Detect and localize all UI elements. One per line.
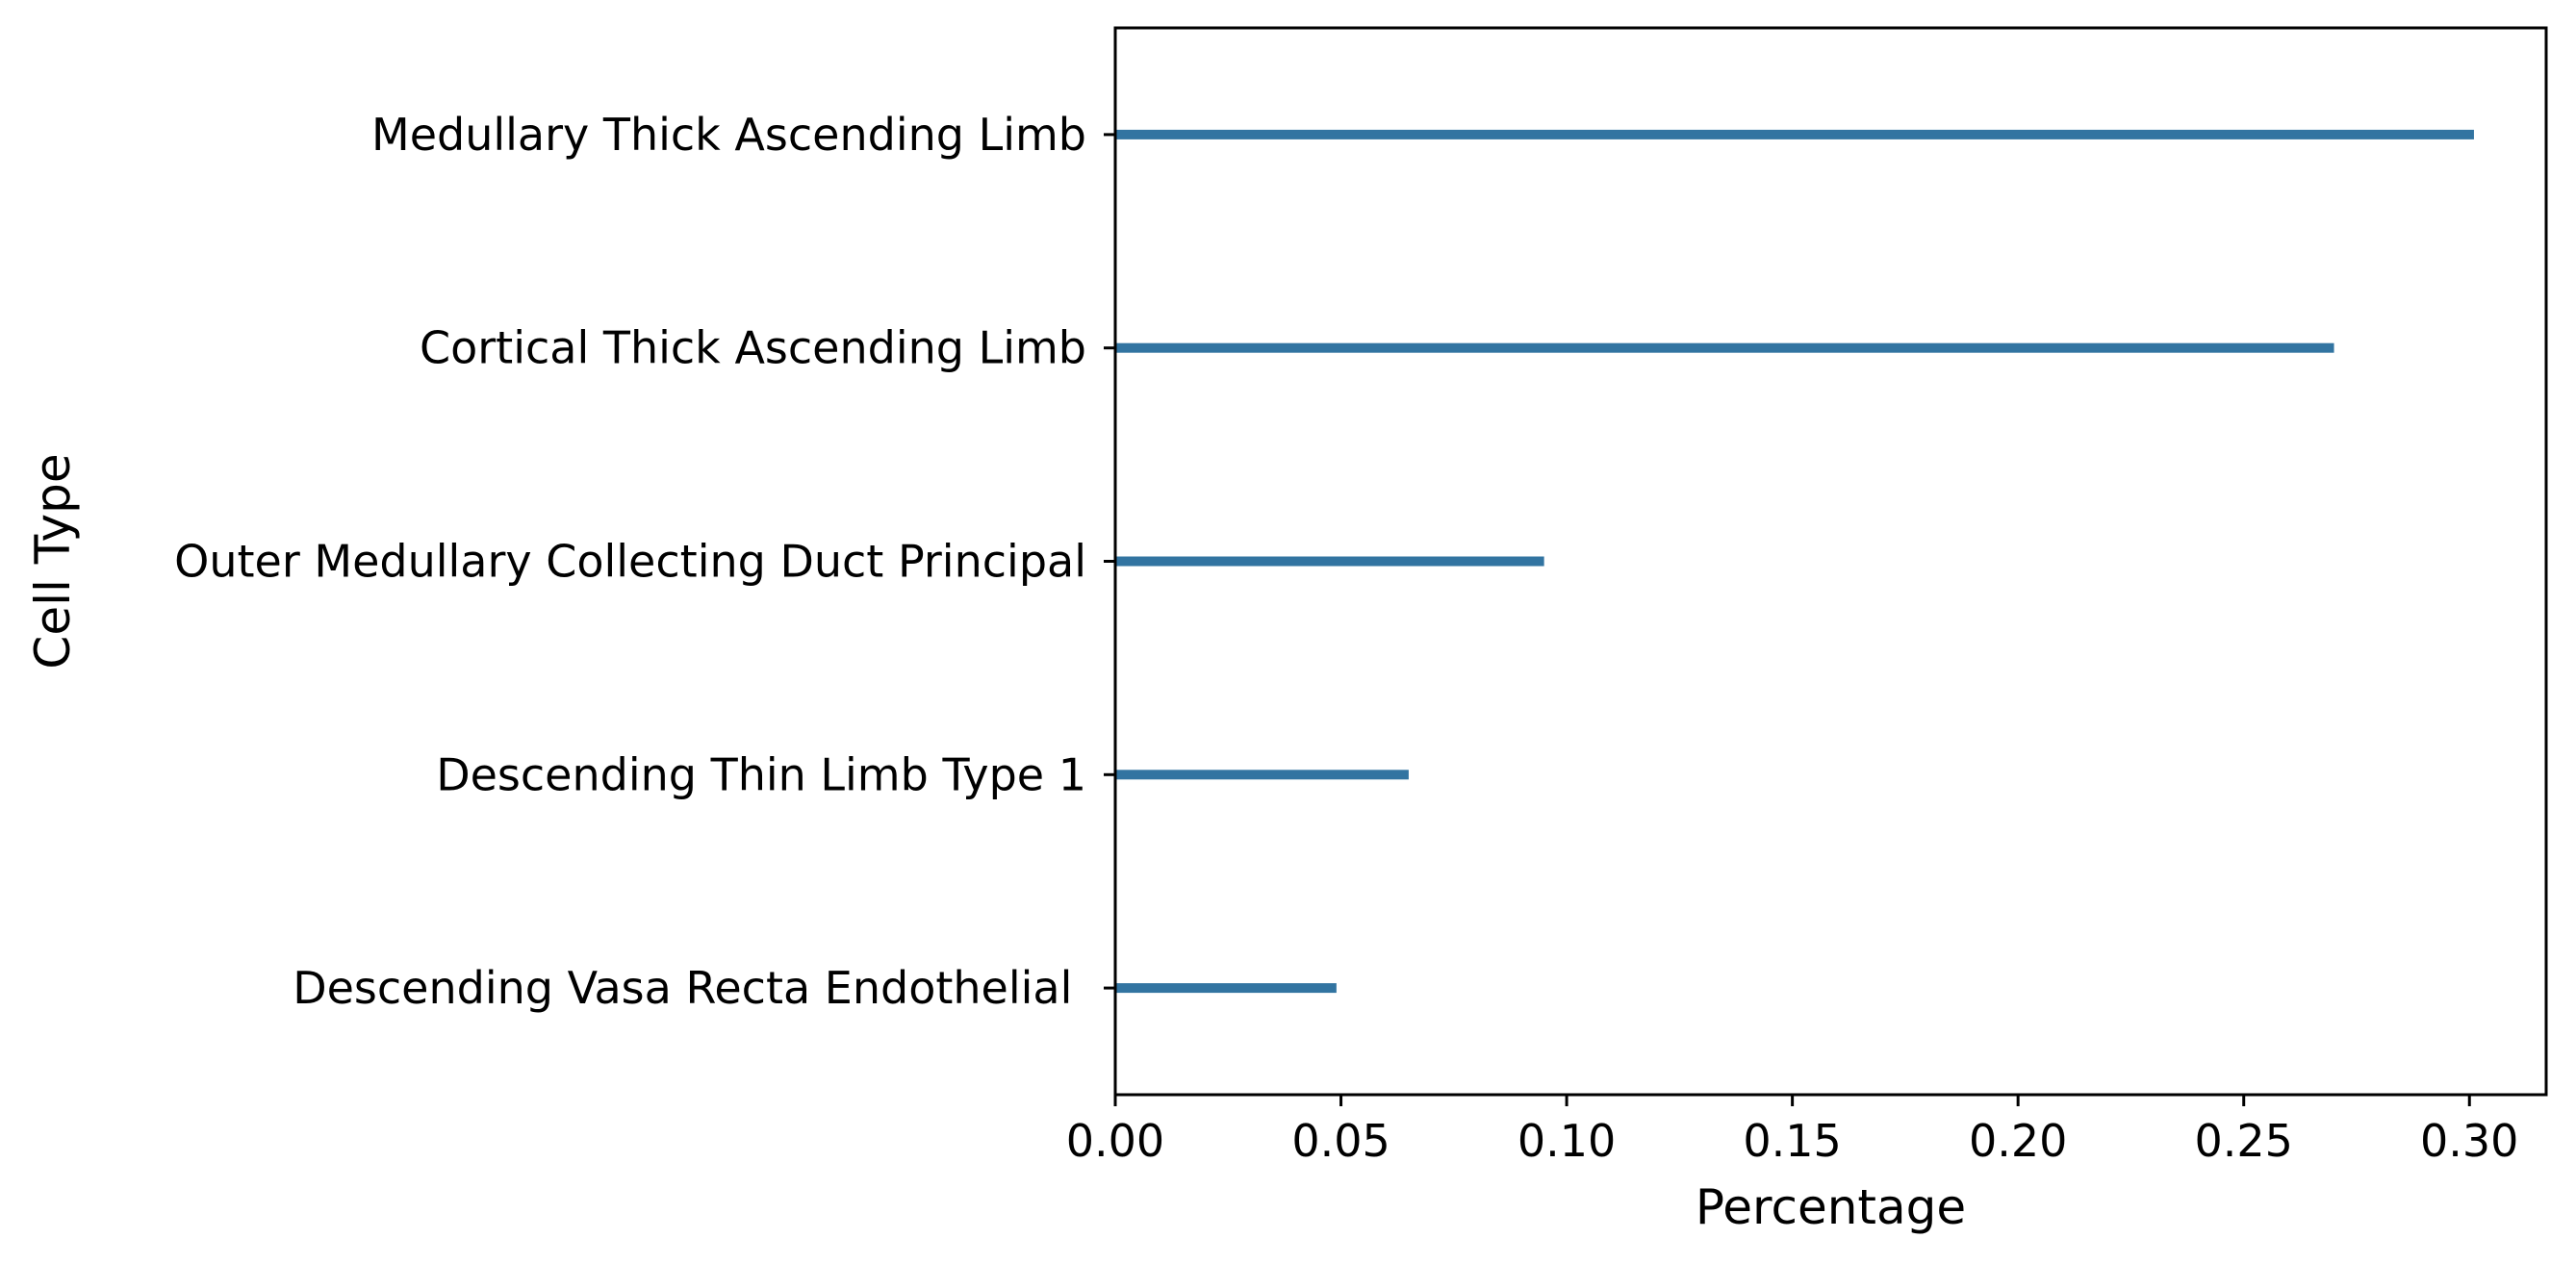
x-ticks-group: 0.00 0.05 0.10 0.15 0.20 0.25 0.30	[1066, 1095, 2518, 1167]
bar	[1115, 129, 2474, 139]
y-tick-label: Medullary Thick Ascending Limb	[371, 109, 1086, 161]
plot-frame	[1113, 26, 2548, 1097]
x-tick-label: 0.30	[2420, 1115, 2518, 1167]
y-axis-label: Cell Type	[25, 453, 81, 669]
x-tick-label: 0.20	[1969, 1115, 2067, 1167]
bar	[1115, 770, 1409, 780]
x-tick-label: 0.15	[1743, 1115, 1841, 1167]
x-tick-label: 0.05	[1291, 1115, 1390, 1167]
bar	[1115, 983, 1337, 994]
y-tick-label: Descending Vasa Recta Endothelial	[293, 962, 1086, 1014]
x-tick-label: 0.25	[2195, 1115, 2293, 1167]
x-axis-label: Percentage	[1696, 1179, 1966, 1235]
x-tick-label: 0.00	[1066, 1115, 1164, 1167]
x-tick-label: 0.10	[1518, 1115, 1616, 1167]
y-tick-label: Outer Medullary Collecting Duct Principa…	[174, 536, 1086, 588]
y-ticks-group: Medullary Thick Ascending Limb Cortical T…	[174, 109, 1115, 1014]
y-tick-label: Descending Thin Limb Type 1	[436, 748, 1086, 800]
bar	[1115, 342, 2334, 353]
y-tick-label: Cortical Thick Ascending Limb	[420, 322, 1086, 374]
bars-group	[1115, 129, 2474, 994]
bar	[1115, 556, 1544, 567]
